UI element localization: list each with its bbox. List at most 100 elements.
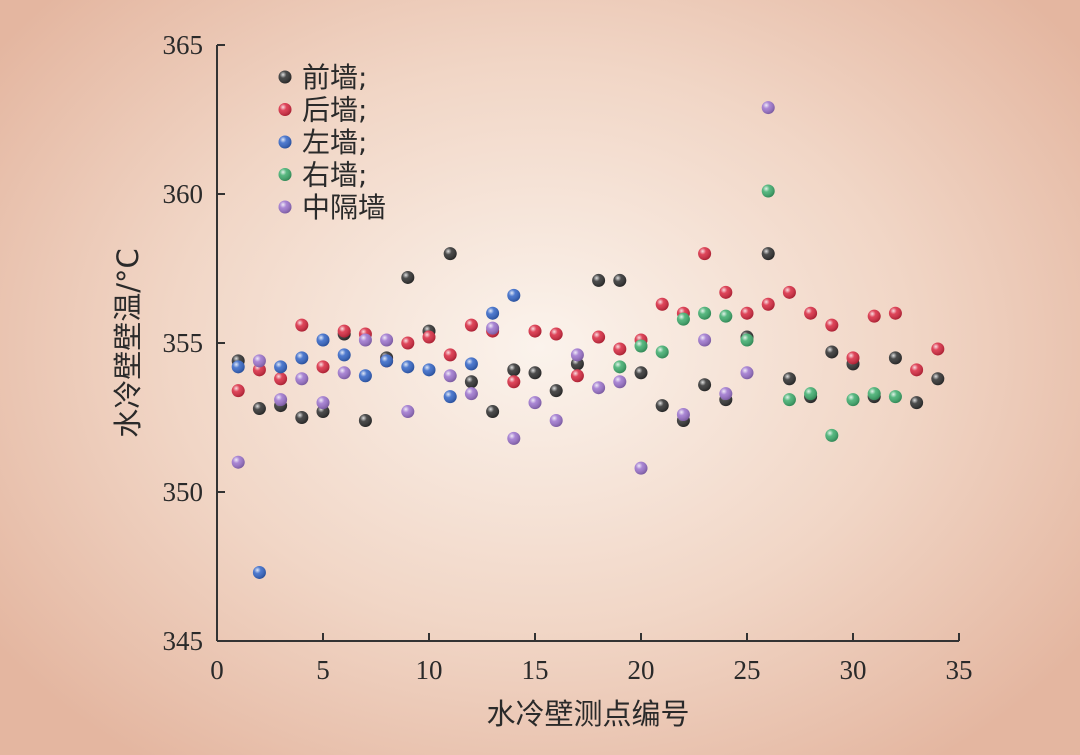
data-point-series-4 <box>549 413 563 427</box>
data-point-series-3 <box>804 387 818 401</box>
data-point-series-0 <box>570 357 584 371</box>
data-point-series-4 <box>358 333 372 347</box>
data-point-series-2 <box>231 360 245 374</box>
data-point-series-4 <box>401 405 415 419</box>
data-point-series-1 <box>337 324 351 338</box>
data-point-series-4 <box>486 321 500 335</box>
data-point-series-0 <box>931 372 945 386</box>
data-point-series-4 <box>316 396 330 410</box>
legend-marker <box>278 70 292 84</box>
legend-label: 前墙; <box>302 61 367 94</box>
data-point-series-1 <box>443 348 457 362</box>
data-point-series-1 <box>274 372 288 386</box>
x-tick-label: 20 <box>628 655 655 685</box>
y-tick-label: 360 <box>163 179 204 209</box>
data-point-series-1 <box>401 336 415 350</box>
data-point-series-0 <box>464 375 478 389</box>
data-point-series-1 <box>422 330 436 344</box>
data-point-series-4 <box>380 333 394 347</box>
data-point-series-4 <box>761 101 775 115</box>
data-point-series-3 <box>634 339 648 353</box>
x-ticks: 0 5 10 15 20 25 30 35 <box>210 633 973 685</box>
data-point-series-1 <box>740 306 754 320</box>
legend-item: 前墙; <box>278 61 367 94</box>
data-point-series-2 <box>464 357 478 371</box>
y-tick-label: 345 <box>163 626 204 656</box>
data-point-series-3 <box>740 333 754 347</box>
data-point-series-3 <box>613 360 627 374</box>
data-point-series-2 <box>316 333 330 347</box>
data-point-series-2 <box>337 348 351 362</box>
data-point-series-1 <box>931 342 945 356</box>
data-point-series-0 <box>592 273 606 287</box>
data-point-series-4 <box>464 387 478 401</box>
data-point-series-0 <box>316 405 330 419</box>
data-point-series-0 <box>507 363 521 377</box>
data-point-series-1 <box>231 384 245 398</box>
data-point-series-0 <box>358 413 372 427</box>
legend-label: 中隔墙 <box>302 191 386 224</box>
data-point-series-4 <box>570 348 584 362</box>
x-tick-label: 30 <box>840 655 867 685</box>
data-point-series-1 <box>295 318 309 332</box>
legend-marker <box>278 103 292 116</box>
legend-marker <box>278 168 292 181</box>
x-tick-label: 0 <box>210 655 224 685</box>
data-point-series-0 <box>825 345 839 359</box>
y-ticks: 345 350 355 360 365 <box>163 30 225 656</box>
data-point-series-4 <box>592 381 606 395</box>
legend-item: 中隔墙 <box>278 191 386 224</box>
x-tick-label: 10 <box>416 655 443 685</box>
data-points <box>231 101 945 579</box>
data-point-series-4 <box>252 354 266 368</box>
data-point-series-1 <box>698 247 712 261</box>
data-point-series-2 <box>358 369 372 383</box>
data-point-series-2 <box>507 288 521 302</box>
data-point-series-1 <box>910 363 924 377</box>
data-point-series-1 <box>507 375 521 389</box>
legend-item: 后墙; <box>278 94 367 127</box>
data-point-series-1 <box>719 285 733 299</box>
data-point-series-4 <box>507 431 521 445</box>
x-tick-label: 35 <box>946 655 973 685</box>
data-point-series-3 <box>676 312 690 326</box>
data-point-series-1 <box>867 309 881 323</box>
data-point-series-3 <box>888 390 902 404</box>
data-point-series-1 <box>782 285 796 299</box>
data-point-series-0 <box>655 399 669 413</box>
data-point-series-1 <box>592 330 606 344</box>
data-point-series-1 <box>804 306 818 320</box>
data-point-series-1 <box>888 306 902 320</box>
data-point-series-3 <box>761 184 775 198</box>
data-point-series-4 <box>634 461 648 475</box>
data-point-series-4 <box>613 375 627 389</box>
data-point-series-4 <box>231 455 245 469</box>
data-point-series-3 <box>655 345 669 359</box>
data-point-series-0 <box>634 366 648 380</box>
legend-item: 左墙; <box>278 126 367 159</box>
data-point-series-0 <box>528 366 542 380</box>
data-point-series-3 <box>698 306 712 320</box>
data-point-series-4 <box>295 372 309 386</box>
data-point-series-3 <box>719 309 733 323</box>
data-point-series-0 <box>549 384 563 398</box>
data-point-series-0 <box>252 402 266 416</box>
y-tick-label: 365 <box>163 30 204 60</box>
data-point-series-2 <box>422 363 436 377</box>
data-point-series-1 <box>528 324 542 338</box>
legend-marker <box>278 135 292 149</box>
data-point-series-4 <box>443 369 457 383</box>
legend-label: 右墙; <box>302 159 367 192</box>
data-point-series-4 <box>719 387 733 401</box>
y-axis-title: 水冷壁壁温/°C <box>111 248 145 438</box>
y-tick-label: 355 <box>163 328 204 358</box>
data-point-series-0 <box>782 372 796 386</box>
x-tick-label: 25 <box>734 655 761 685</box>
y-tick-label: 350 <box>163 477 204 507</box>
x-tick-label: 15 <box>522 655 549 685</box>
data-point-series-2 <box>274 360 288 374</box>
data-point-series-1 <box>316 360 330 374</box>
data-point-series-3 <box>825 428 839 442</box>
data-point-series-1 <box>846 351 860 365</box>
data-point-series-1 <box>761 297 775 311</box>
